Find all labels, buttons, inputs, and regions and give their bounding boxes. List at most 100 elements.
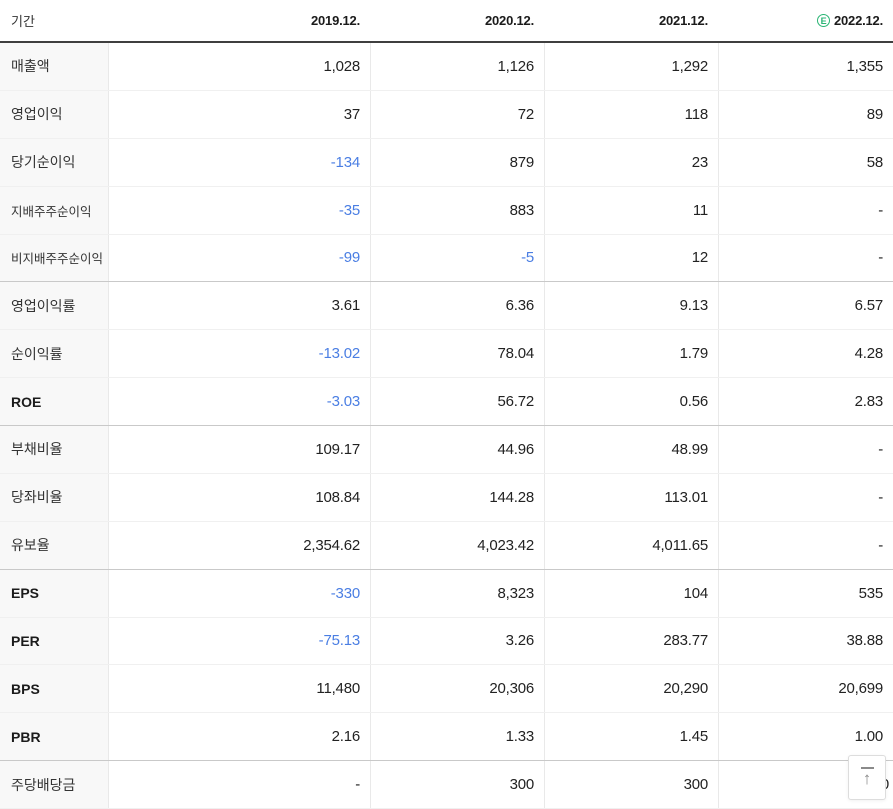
column-header-2020: 2020.12. — [484, 13, 534, 28]
value-cell: - — [108, 761, 370, 808]
row-label: 주당배당금 — [0, 761, 108, 808]
value-cell: -99 — [108, 234, 370, 282]
value-cell: - — [718, 186, 893, 234]
value-cell: -13.02 — [108, 330, 370, 378]
table-row: 주당배당금 - 300 300 300 — [0, 761, 893, 809]
value-cell: 1.45 — [544, 713, 718, 761]
value-cell: 879 — [370, 138, 544, 186]
table-row: 부채비율 109.17 44.96 48.99 - — [0, 426, 893, 474]
row-label: 매출액 — [0, 43, 108, 90]
value-cell: 283.77 — [544, 617, 718, 665]
table-row: 매출액 1,028 1,126 1,292 1,355 — [0, 43, 893, 91]
value-cell: 2.16 — [108, 713, 370, 761]
value-cell: 56.72 — [370, 378, 544, 425]
value-cell: 2,354.62 — [108, 521, 370, 569]
value-cell: 104 — [544, 569, 718, 617]
value-cell: -134 — [108, 138, 370, 186]
table-row: 영업이익 37 72 118 89 — [0, 90, 893, 139]
value-cell: 1.00 — [718, 713, 893, 761]
value-cell: 4,023.42 — [370, 521, 544, 569]
value-cell: 3.61 — [108, 282, 370, 330]
value-cell: 89 — [718, 90, 893, 138]
value-cell: -5 — [370, 234, 544, 282]
table-row: 당기순이익 -134 879 23 58 — [0, 138, 893, 187]
row-label: EPS — [0, 569, 108, 617]
value-cell: 1.33 — [370, 713, 544, 761]
value-cell: - — [718, 426, 893, 473]
table-row: 비지배주주순이익 -99 -5 12 - — [0, 234, 893, 283]
table-row: 순이익률 -13.02 78.04 1.79 4.28 — [0, 330, 893, 379]
row-label: PER — [0, 617, 108, 665]
value-cell: 108.84 — [108, 473, 370, 521]
value-cell: -35 — [108, 186, 370, 234]
value-cell: 72 — [370, 90, 544, 138]
row-label: 지배주주순이익 — [0, 186, 108, 234]
column-header-2022-estimate: E 2022.12. — [718, 0, 893, 41]
value-cell: 1.79 — [544, 330, 718, 378]
value-cell: 1,126 — [370, 43, 544, 90]
value-cell: -3.03 — [108, 378, 370, 425]
value-cell: 118 — [544, 90, 718, 138]
value-cell: 3.26 — [370, 617, 544, 665]
value-cell: 2.83 — [718, 378, 893, 425]
table-header-row: 기간 2019.12. 2020.12. 2021.12. E 2022.12. — [0, 0, 893, 43]
row-label: 유보율 — [0, 521, 108, 569]
value-cell: 12 — [544, 234, 718, 282]
value-cell: 11,480 — [108, 665, 370, 713]
value-cell: 6.57 — [718, 282, 893, 330]
value-cell: 300 — [544, 761, 718, 808]
value-cell: 535 — [718, 569, 893, 617]
table-row: 지배주주순이익 -35 883 11 - — [0, 186, 893, 235]
scroll-to-top-bar-icon — [860, 767, 874, 769]
period-header: 기간 — [0, 0, 108, 41]
table-row: PER -75.13 3.26 283.77 38.88 — [0, 617, 893, 666]
table-row: BPS 11,480 20,306 20,290 20,699 — [0, 665, 893, 714]
value-cell: - — [718, 234, 893, 282]
row-label: 부채비율 — [0, 426, 108, 473]
column-header-2019: 2019.12. — [310, 13, 360, 28]
table-row: 당좌비율 108.84 144.28 113.01 - — [0, 473, 893, 522]
value-cell: 38.88 — [718, 617, 893, 665]
column-header-label: 2022.12. — [833, 13, 883, 28]
table-row: EPS -330 8,323 104 535 — [0, 569, 893, 618]
row-label: ROE — [0, 378, 108, 425]
table-row: PBR 2.16 1.33 1.45 1.00 — [0, 713, 893, 762]
value-cell: 113.01 — [544, 473, 718, 521]
scroll-to-top-button[interactable]: ↑ — [848, 755, 886, 800]
arrow-up-icon: ↑ — [862, 769, 872, 788]
value-cell: 1,292 — [544, 43, 718, 90]
value-cell: - — [718, 521, 893, 569]
value-cell: 37 — [108, 90, 370, 138]
value-cell: 20,699 — [718, 665, 893, 713]
row-label: 영업이익률 — [0, 282, 108, 330]
value-cell: 6.36 — [370, 282, 544, 330]
value-cell: 48.99 — [544, 426, 718, 473]
value-cell: 0.56 — [544, 378, 718, 425]
row-label: PBR — [0, 713, 108, 761]
estimate-badge-icon: E — [816, 14, 830, 27]
table-row: 영업이익률 3.61 6.36 9.13 6.57 — [0, 282, 893, 331]
value-cell: 300 — [370, 761, 544, 808]
value-cell: 1,355 — [718, 43, 893, 90]
row-label: BPS — [0, 665, 108, 713]
value-cell: 8,323 — [370, 569, 544, 617]
value-cell: 78.04 — [370, 330, 544, 378]
value-cell: 1,028 — [108, 43, 370, 90]
value-cell: 4,011.65 — [544, 521, 718, 569]
row-label: 비지배주주순이익 — [0, 234, 108, 282]
value-cell: -75.13 — [108, 617, 370, 665]
value-cell: 9.13 — [544, 282, 718, 330]
row-label: 영업이익 — [0, 90, 108, 138]
value-cell: - — [718, 473, 893, 521]
value-cell: 58 — [718, 138, 893, 186]
row-label: 당좌비율 — [0, 473, 108, 521]
value-cell: 109.17 — [108, 426, 370, 473]
value-cell: 883 — [370, 186, 544, 234]
value-cell: 11 — [544, 186, 718, 234]
row-label: 순이익률 — [0, 330, 108, 378]
value-cell: -330 — [108, 569, 370, 617]
row-label: 당기순이익 — [0, 138, 108, 186]
value-cell: 20,306 — [370, 665, 544, 713]
table-row: 유보율 2,354.62 4,023.42 4,011.65 - — [0, 521, 893, 570]
